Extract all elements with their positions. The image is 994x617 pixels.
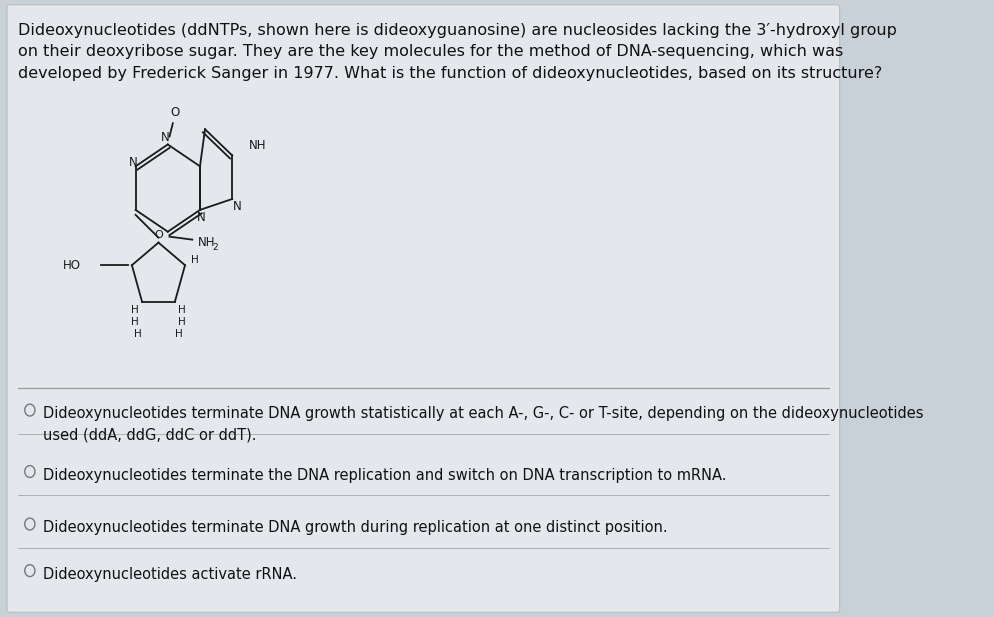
Text: Dideoxynucleotides terminate DNA growth during replication at one distinct posit: Dideoxynucleotides terminate DNA growth …	[44, 520, 668, 535]
Text: developed by Frederick Sanger in 1977. What is the function of dideoxynucleotide: developed by Frederick Sanger in 1977. W…	[18, 66, 883, 81]
Text: N: N	[161, 131, 170, 144]
Text: H: H	[134, 329, 142, 339]
Text: Dideoxynucleotides terminate the DNA replication and switch on DNA transcription: Dideoxynucleotides terminate the DNA rep…	[44, 468, 727, 482]
Text: N: N	[233, 201, 242, 213]
Text: O: O	[170, 106, 179, 119]
Text: H: H	[175, 329, 183, 339]
Text: 2: 2	[213, 243, 219, 252]
Text: H: H	[191, 255, 199, 265]
FancyBboxPatch shape	[7, 5, 840, 612]
Text: H: H	[178, 317, 186, 326]
Text: NH: NH	[249, 139, 266, 152]
Text: H: H	[131, 305, 139, 315]
Text: Dideoxynucleotides (ddNTPs, shown here is dideoxyguanosine) are nucleosides lack: Dideoxynucleotides (ddNTPs, shown here i…	[18, 23, 897, 38]
Text: N: N	[197, 212, 206, 225]
Text: HO: HO	[64, 259, 82, 271]
Text: N: N	[128, 156, 137, 169]
Text: Dideoxynucleotides activate rRNA.: Dideoxynucleotides activate rRNA.	[44, 566, 297, 582]
Text: Dideoxynucleotides terminate DNA growth statistically at each A-, G-, C- or T-si: Dideoxynucleotides terminate DNA growth …	[44, 406, 923, 443]
Text: H: H	[131, 317, 139, 326]
Text: NH: NH	[198, 236, 215, 249]
Text: H: H	[178, 305, 186, 315]
Text: on their deoxyribose sugar. They are the key molecules for the method of DNA-seq: on their deoxyribose sugar. They are the…	[18, 44, 843, 59]
Text: O: O	[154, 230, 163, 239]
